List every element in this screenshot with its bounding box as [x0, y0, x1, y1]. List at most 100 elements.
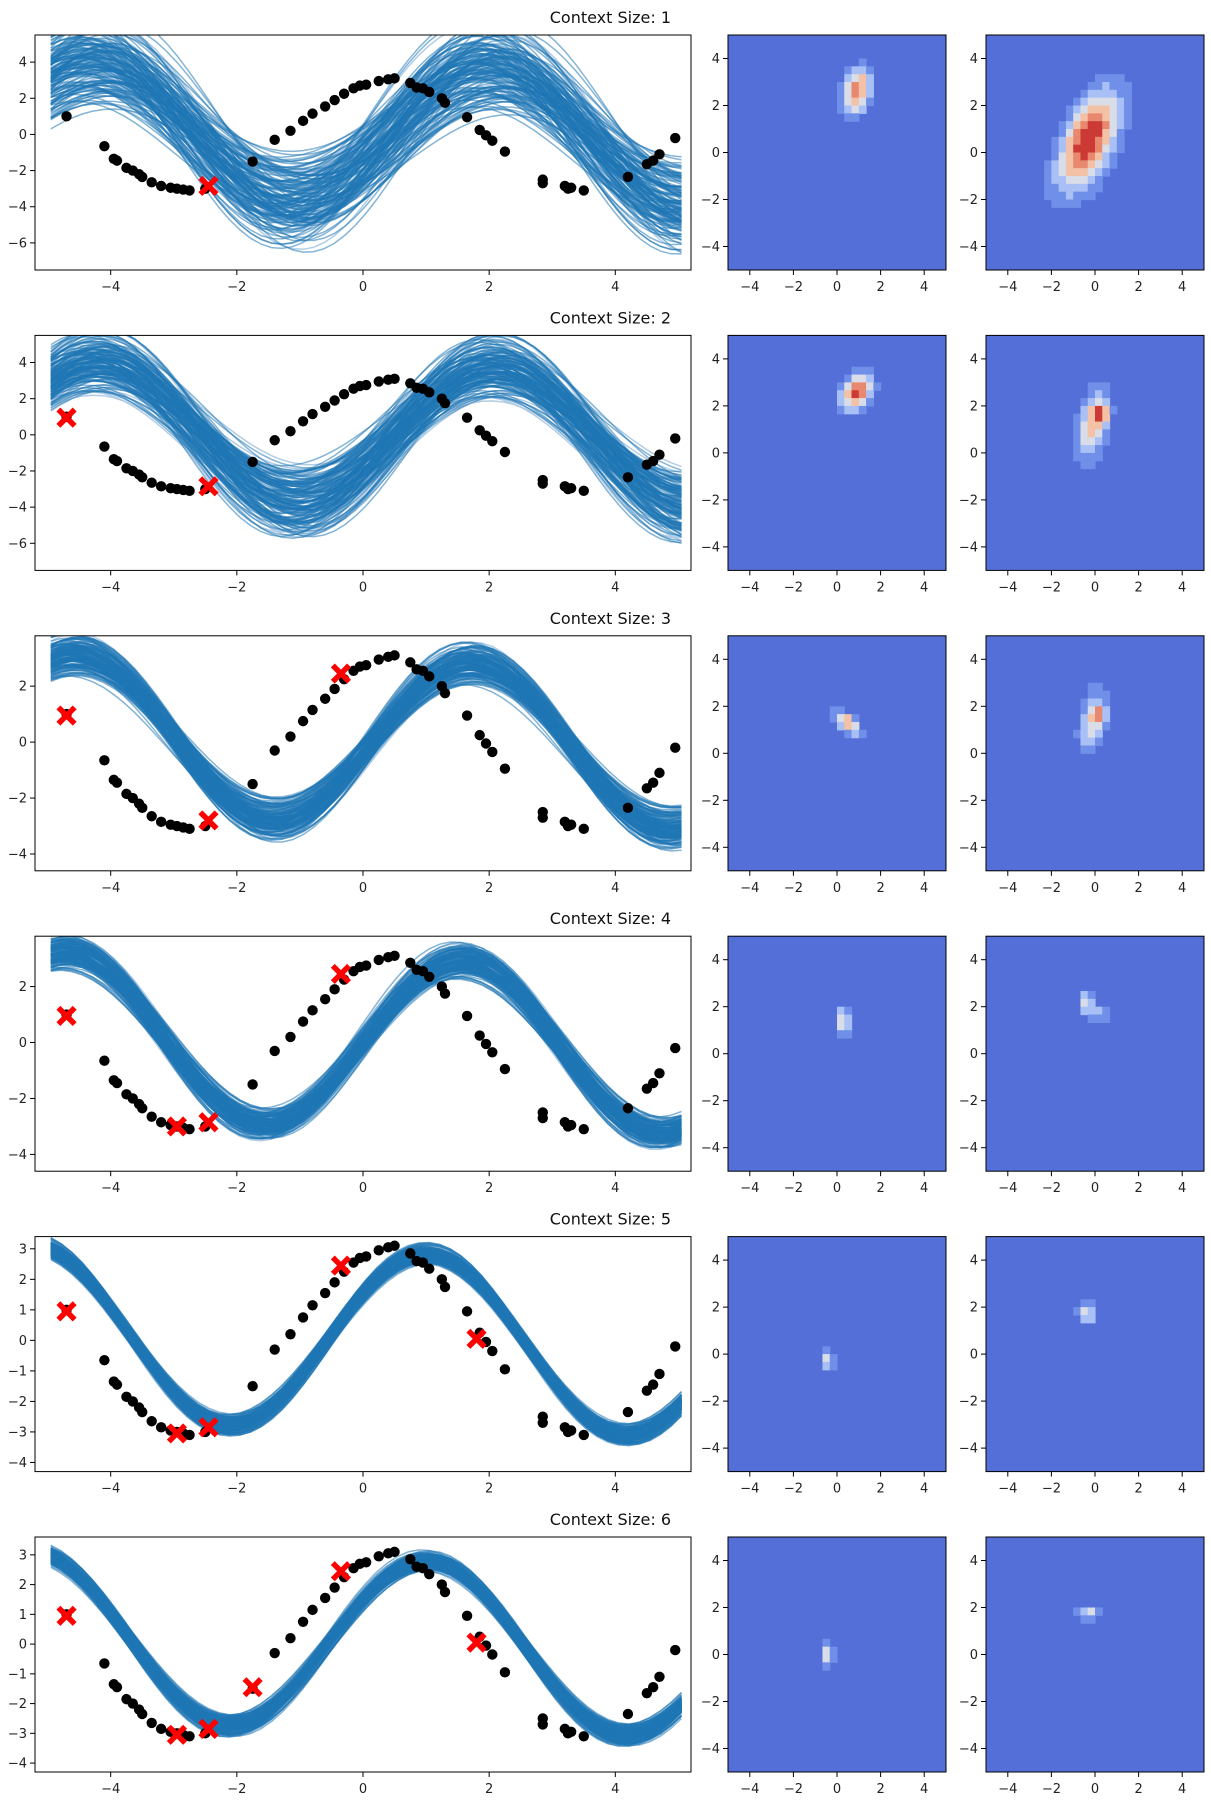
sample-line	[50, 1243, 683, 1434]
density-cell	[837, 390, 845, 399]
density-frame	[985, 935, 1205, 1172]
density-cell	[851, 74, 860, 83]
density-cell	[858, 89, 867, 99]
density-cell	[1087, 121, 1096, 130]
observed-point	[487, 1047, 498, 1058]
observed-point	[285, 731, 296, 742]
density-cell	[822, 1346, 831, 1355]
observed-point	[647, 155, 659, 166]
density-xtick-label: −4	[740, 1782, 759, 1797]
density-cell	[822, 1654, 831, 1663]
density-cell	[1095, 398, 1103, 407]
sample-line	[50, 1247, 683, 1431]
sample-line	[50, 1251, 683, 1426]
density-xtick-label: 0	[833, 1482, 841, 1497]
density-cell	[1080, 991, 1089, 1000]
sample-line	[50, 1252, 683, 1431]
samples-ytick-label: 3	[19, 1548, 27, 1563]
density-cell	[829, 1361, 838, 1371]
density-cell	[1087, 991, 1096, 1000]
density-cell	[1065, 113, 1074, 122]
density-cell	[1051, 191, 1060, 201]
density-xtick-label: −2	[784, 580, 803, 595]
density-cell	[1044, 183, 1052, 193]
density-cell	[1051, 168, 1060, 177]
density-cell	[1058, 176, 1067, 185]
density-cell	[851, 105, 860, 114]
density-cell	[851, 714, 860, 723]
density-cell	[829, 1646, 838, 1656]
density-cell	[1116, 144, 1125, 154]
density-cell	[1102, 698, 1111, 707]
sample-line	[50, 81, 682, 214]
density-background	[986, 936, 1204, 1172]
density-cell	[837, 714, 845, 723]
density-cell	[1087, 82, 1096, 91]
density-cell	[1095, 152, 1103, 161]
density-cell	[866, 398, 874, 407]
density-ytick-label: −2	[701, 193, 720, 208]
sample-line	[50, 1251, 682, 1431]
density-xtick-label: 2	[876, 1782, 884, 1797]
density-cell	[1095, 183, 1103, 193]
density-cell	[1073, 452, 1082, 462]
density-cell	[1080, 191, 1089, 201]
samples-panel: −4 −2 0 2 4 −4 −3 −2 −1 0 1 2 3 Context Size: 5	[8, 1210, 692, 1497]
sample-line	[50, 944, 682, 1141]
observed-point	[424, 387, 435, 398]
context-marker	[56, 705, 77, 726]
sample-line	[50, 384, 682, 517]
density-ytick-label: 4	[712, 953, 720, 968]
density-cell	[1095, 121, 1103, 130]
observed-point	[424, 1263, 435, 1274]
density-cell	[1087, 152, 1096, 161]
density-cell	[1095, 89, 1103, 99]
observed-point	[424, 971, 435, 982]
observed-point	[297, 1016, 309, 1027]
density-cell	[851, 374, 860, 383]
density-cell	[1065, 144, 1074, 154]
observed-point	[565, 182, 577, 193]
density-xtick-label: 0	[833, 1782, 841, 1797]
density-ytick-label: 0	[712, 747, 720, 762]
density-cell	[1095, 690, 1103, 700]
observed-point	[307, 408, 318, 420]
density-cell	[1065, 121, 1074, 130]
density-ytick-label: 4	[712, 1254, 720, 1269]
observed-point	[111, 1379, 123, 1390]
density-cell	[1065, 152, 1074, 161]
density-ytick-label: 4	[712, 52, 720, 67]
density-cell	[1095, 1014, 1103, 1023]
observed-point	[247, 456, 258, 468]
density-ytick-label: −4	[959, 841, 978, 856]
observed-point	[461, 1306, 473, 1317]
density-cell	[844, 1014, 853, 1023]
density-cell	[1087, 745, 1096, 754]
observed-point	[578, 485, 589, 497]
observed-point	[155, 1117, 167, 1128]
samples-ytick-label: 2	[19, 392, 27, 407]
samples-ytick-label: −6	[8, 236, 27, 251]
density-cell	[1087, 191, 1096, 201]
sample-line	[50, 1250, 683, 1430]
samples-xtick-label: −4	[101, 1482, 120, 1497]
density-cell	[858, 398, 867, 407]
observed-point	[439, 1586, 451, 1598]
observed-point	[247, 1380, 258, 1392]
sample-line	[50, 1245, 683, 1433]
sample-line	[50, 1245, 683, 1429]
density-xtick-label: 4	[920, 580, 928, 595]
context-marker	[198, 1718, 219, 1739]
density-cell	[1095, 421, 1103, 430]
density-cell	[1080, 405, 1089, 415]
samples-panel: −4 −2 0 2 4 −6 −4 −2 0 2 4 Context Size: 1	[8, 8, 692, 295]
density-cell	[1044, 168, 1052, 177]
observed-point	[622, 472, 634, 483]
density-cell	[1065, 136, 1074, 146]
samples-ytick-label: −4	[8, 1456, 27, 1471]
density-xtick-label: −2	[784, 280, 803, 295]
sample-curves	[50, 35, 682, 255]
density-ytick-label: −4	[701, 1742, 720, 1757]
sample-line	[50, 1244, 683, 1432]
observed-point	[565, 819, 577, 830]
